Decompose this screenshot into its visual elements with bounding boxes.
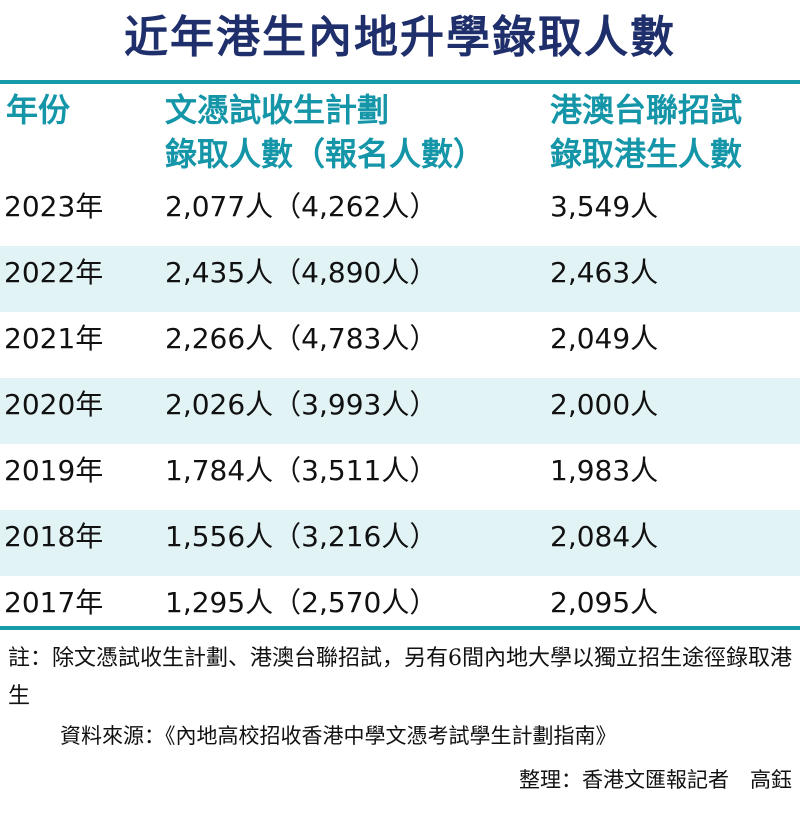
table-row: 2018年 1,556人（3,216人） 2,084人 xyxy=(0,510,800,576)
header-year: 年份 xyxy=(6,88,70,132)
table-row: 2023年 2,077人（4,262人） 3,549人 xyxy=(0,180,800,246)
bottom-rule xyxy=(0,626,800,630)
credit-text: 整理：香港文匯報記者 高鈺 xyxy=(519,768,792,792)
dse-cell: 2,435人（4,890人） xyxy=(165,256,438,289)
table-row: 2021年 2,266人（4,783人） 2,049人 xyxy=(0,312,800,378)
table-header: 年份 文憑試收生計劃 錄取人數（報名人數） 港澳台聯招試 錄取港生人數 xyxy=(0,88,800,180)
joint-exam-cell: 2,049人 xyxy=(550,322,659,355)
year-cell: 2022年 xyxy=(4,256,104,289)
header-joint-exam-line-1: 港澳台聯招試 xyxy=(550,91,743,129)
joint-exam-cell: 3,549人 xyxy=(550,190,659,223)
year-cell: 2020年 xyxy=(4,388,104,421)
header-dse-line-2: 錄取人數（報名人數） xyxy=(165,135,486,173)
table-title: 近年港生內地升學錄取人數 xyxy=(124,12,676,63)
dse-cell: 1,295人（2,570人） xyxy=(165,586,438,619)
header-year-line-1: 年份 xyxy=(6,91,71,129)
year-cell: 2023年 xyxy=(4,190,104,223)
header-joint-exam: 港澳台聯招試 錄取港生人數 xyxy=(550,88,742,176)
joint-exam-cell: 2,000人 xyxy=(550,388,659,421)
year-cell: 2019年 xyxy=(4,454,104,487)
header-joint-exam-line-2: 錄取港生人數 xyxy=(550,135,743,173)
top-rule xyxy=(0,80,800,84)
dse-cell: 1,784人（3,511人） xyxy=(165,454,438,487)
table-row: 2019年 1,784人（3,511人） 1,983人 xyxy=(0,444,800,510)
dse-cell: 2,077人（4,262人） xyxy=(165,190,438,223)
joint-exam-cell: 2,095人 xyxy=(550,586,659,619)
header-dse-line-1: 文憑試收生計劃 xyxy=(165,91,390,129)
table-body: 2023年 2,077人（4,262人） 3,549人 2022年 2,435人… xyxy=(0,180,800,642)
table-row: 2020年 2,026人（3,993人） 2,000人 xyxy=(0,378,800,444)
source-text: 資料來源：《內地高校招收香港中學文憑考試學生計劃指南》 xyxy=(60,724,617,748)
year-cell: 2018年 xyxy=(4,520,104,553)
dse-cell: 2,026人（3,993人） xyxy=(165,388,438,421)
footnote: 註：除文憑試收生計劃、港澳台聯招試，另有6間內地大學以獨立招生途徑錄取港生 xyxy=(8,646,792,709)
dse-cell: 1,556人（3,216人） xyxy=(165,520,438,553)
table-row: 2017年 1,295人（2,570人） 2,095人 xyxy=(0,576,800,642)
joint-exam-cell: 2,084人 xyxy=(550,520,659,553)
year-cell: 2021年 xyxy=(4,322,104,355)
year-cell: 2017年 xyxy=(4,586,104,619)
joint-exam-cell: 1,983人 xyxy=(550,454,659,487)
header-dse: 文憑試收生計劃 錄取人數（報名人數） xyxy=(165,88,485,176)
dse-cell: 2,266人（4,783人） xyxy=(165,322,438,355)
table-row: 2022年 2,435人（4,890人） 2,463人 xyxy=(0,246,800,312)
joint-exam-cell: 2,463人 xyxy=(550,256,659,289)
